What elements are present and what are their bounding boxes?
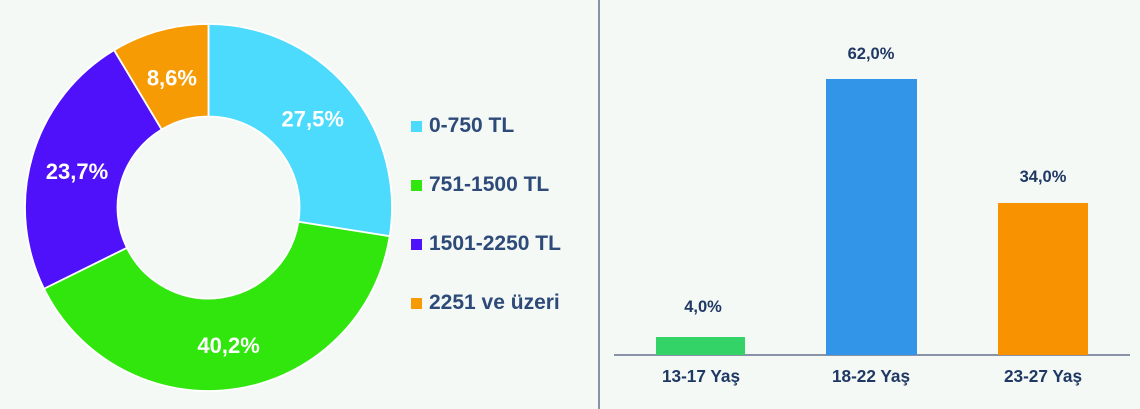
svg-text:27,5%: 27,5% bbox=[282, 107, 344, 132]
svg-text:8,6%: 8,6% bbox=[147, 66, 197, 91]
svg-text:40,2%: 40,2% bbox=[197, 333, 259, 358]
svg-text:23,7%: 23,7% bbox=[46, 159, 108, 184]
